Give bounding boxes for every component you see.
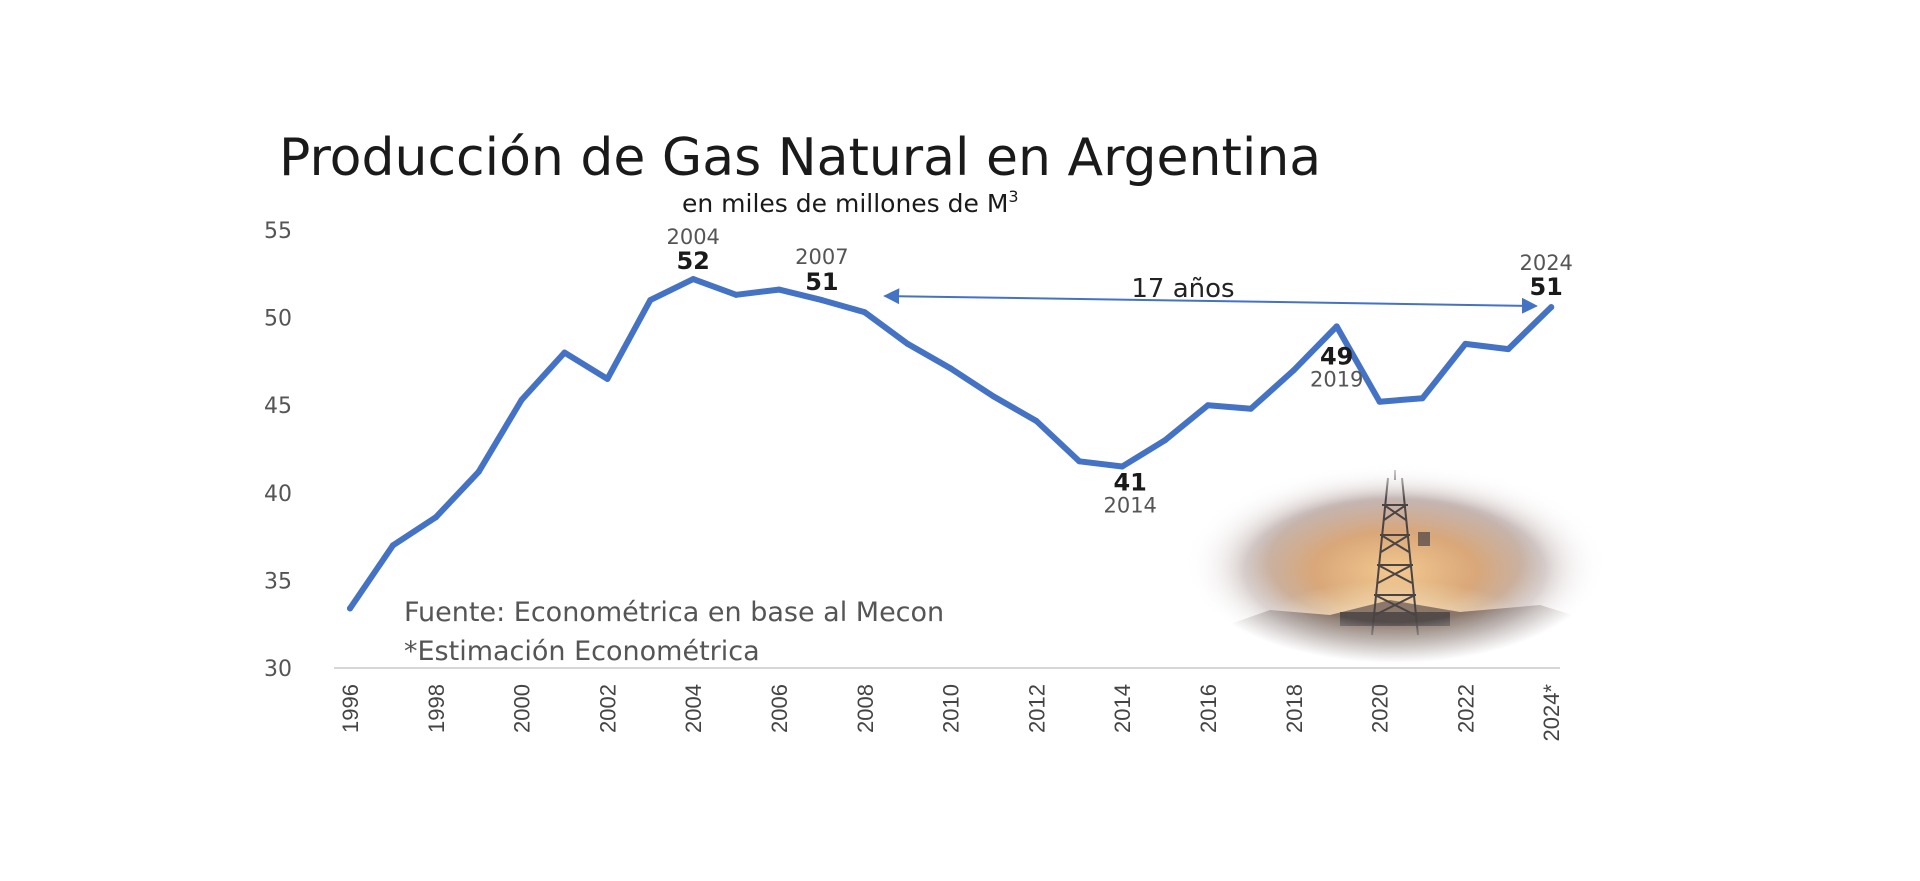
x-tick-label: 2024* [1539, 684, 1564, 742]
x-tick-label: 2010 [939, 684, 964, 733]
y-tick-label: 55 [264, 219, 292, 244]
data-point-2018 [1290, 367, 1297, 374]
data-point-2013 [1076, 458, 1083, 465]
source-note: Fuente: Econométrica en base al Mecon [404, 597, 944, 628]
data-point-2010 [947, 365, 954, 372]
annotation-value: 51 [805, 268, 838, 296]
data-point-2006 [776, 286, 782, 293]
x-tick-label: 1996 [338, 684, 363, 733]
annotation-value: 41 [1113, 469, 1146, 497]
data-points [347, 276, 1555, 612]
y-tick-label: 50 [264, 307, 292, 332]
data-point-2022 [1462, 340, 1469, 347]
data-point-2001 [561, 349, 568, 356]
x-tick-label: 2002 [595, 684, 620, 733]
x-tick-label: 2000 [510, 684, 535, 733]
x-tick-label: 2018 [1282, 684, 1307, 733]
x-tick-label: 2022 [1453, 684, 1478, 733]
data-point-2014 [1119, 463, 1126, 470]
chart-title: Producción de Gas Natural en Argentina [279, 128, 1321, 188]
annotation-value: 51 [1529, 273, 1562, 301]
data-point-2024 [1548, 304, 1555, 311]
span-arrow [883, 288, 1538, 314]
annotation-year: 2024 [1519, 251, 1572, 275]
annotation-year: 2014 [1103, 494, 1156, 518]
data-point-2011 [990, 393, 997, 400]
oil-rig-photo-icon [1185, 459, 1605, 665]
y-tick-label: 45 [264, 394, 292, 419]
data-point-1997 [389, 542, 396, 549]
data-point-2012 [1033, 417, 1040, 424]
annotation-value: 49 [1320, 342, 1353, 370]
data-point-1996 [347, 605, 353, 612]
y-tick-label: 30 [264, 657, 292, 682]
data-point-2009 [904, 340, 911, 347]
x-tick-label: 2012 [1024, 684, 1049, 733]
annotation-year: 2019 [1310, 367, 1363, 391]
x-tick-label: 2020 [1368, 684, 1393, 733]
data-point-2020 [1376, 398, 1383, 405]
annotation-year: 2007 [795, 245, 848, 269]
data-point-2008 [861, 309, 868, 316]
y-tick-label: 35 [264, 569, 292, 594]
annotation-year: 2004 [666, 225, 719, 249]
data-point-2019 [1333, 323, 1340, 330]
data-point-2017 [1247, 405, 1254, 412]
data-point-2016 [1205, 402, 1211, 409]
subtitle-superscript: 3 [1008, 187, 1018, 206]
y-axis: 30 35 40 45 50 55 [264, 219, 292, 682]
annotation-value: 52 [676, 247, 709, 275]
x-axis: 1996 1998 2000 2002 2004 2006 2008 2010 2012 2014… [338, 684, 1564, 742]
span-label: 17 años [1131, 274, 1234, 304]
y-tick-label: 40 [264, 482, 292, 507]
data-point-2005 [733, 291, 740, 298]
data-point-1999 [475, 468, 482, 475]
subtitle-text: en miles de millones de M [682, 189, 1008, 218]
data-point-2003 [647, 297, 654, 304]
data-point-2015 [1162, 437, 1169, 444]
data-point-2021 [1419, 395, 1426, 402]
data-point-2023 [1505, 346, 1512, 353]
data-point-2000 [518, 396, 525, 403]
data-point-2004 [690, 276, 697, 283]
data-point-2007 [818, 297, 825, 304]
x-tick-label: 2016 [1196, 684, 1221, 733]
chart-subtitle: en miles de millones de M3 [682, 187, 1019, 218]
x-tick-label: 2008 [853, 684, 878, 733]
data-point-1998 [432, 514, 439, 521]
estimate-note: *Estimación Econométrica [404, 636, 760, 667]
x-tick-label: 1998 [424, 684, 449, 733]
x-tick-label: 2006 [767, 684, 792, 733]
data-point-2002 [604, 375, 611, 382]
x-tick-label: 2004 [681, 684, 706, 733]
x-tick-label: 2014 [1110, 684, 1135, 733]
